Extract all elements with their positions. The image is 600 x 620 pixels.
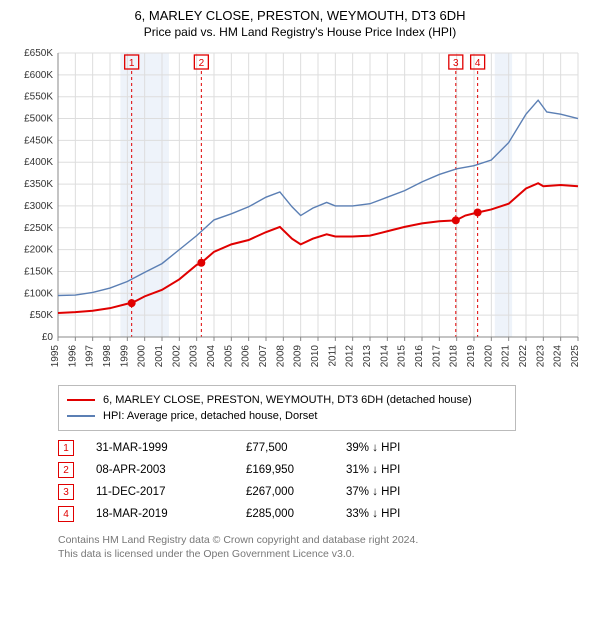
y-tick-label: £100K bbox=[24, 288, 53, 299]
y-tick-label: £350K bbox=[24, 179, 53, 190]
sales-price: £77,500 bbox=[246, 442, 346, 454]
title-line-2: Price paid vs. HM Land Registry's House … bbox=[10, 25, 590, 39]
x-tick-label: 2010 bbox=[310, 345, 321, 368]
x-tick-label: 2021 bbox=[501, 345, 512, 368]
x-tick-label: 2024 bbox=[553, 345, 564, 368]
event-marker-number: 3 bbox=[453, 58, 459, 69]
y-tick-label: £200K bbox=[24, 245, 53, 256]
footer-line-2: This data is licensed under the Open Gov… bbox=[58, 547, 590, 561]
sales-row: 2 08-APR-2003£169,95031% ↓ HPI bbox=[58, 459, 590, 481]
sales-marker-box: 4 bbox=[58, 506, 74, 522]
event-marker-number: 2 bbox=[199, 58, 205, 69]
sale-marker bbox=[474, 208, 482, 216]
footer: Contains HM Land Registry data © Crown c… bbox=[58, 533, 590, 561]
x-tick-label: 2022 bbox=[518, 345, 529, 368]
x-tick-label: 2007 bbox=[258, 345, 269, 368]
x-tick-label: 2018 bbox=[449, 345, 460, 368]
legend-label: 6, MARLEY CLOSE, PRESTON, WEYMOUTH, DT3 … bbox=[103, 394, 472, 406]
chart-container: 6, MARLEY CLOSE, PRESTON, WEYMOUTH, DT3 … bbox=[0, 0, 600, 569]
y-tick-label: £250K bbox=[24, 223, 53, 234]
sales-diff: 33% ↓ HPI bbox=[346, 508, 466, 520]
sales-price: £169,950 bbox=[246, 464, 346, 476]
x-tick-label: 2025 bbox=[570, 345, 581, 368]
chart: £0 £50K £100K £150K £200K £250K £300K £350K £400… bbox=[10, 47, 590, 377]
x-tick-label: 1997 bbox=[85, 345, 96, 368]
x-tick-label: 2011 bbox=[327, 345, 338, 367]
legend-swatch bbox=[67, 399, 95, 401]
y-tick-label: £450K bbox=[24, 135, 53, 146]
sales-diff: 39% ↓ HPI bbox=[346, 442, 466, 454]
x-tick-label: 2015 bbox=[397, 345, 408, 368]
x-tick-label: 2023 bbox=[535, 345, 546, 368]
sale-marker bbox=[128, 299, 136, 307]
sales-date: 11-DEC-2017 bbox=[96, 486, 246, 498]
y-tick-label: £400K bbox=[24, 157, 53, 168]
sales-row: 3 11-DEC-2017£267,00037% ↓ HPI bbox=[58, 481, 590, 503]
event-marker-number: 4 bbox=[475, 58, 481, 69]
y-tick-label: £300K bbox=[24, 201, 53, 212]
footer-line-1: Contains HM Land Registry data © Crown c… bbox=[58, 533, 590, 547]
sales-price: £285,000 bbox=[246, 508, 346, 520]
y-tick-label: £500K bbox=[24, 114, 53, 125]
x-tick-label: 1996 bbox=[67, 345, 78, 368]
x-tick-label: 2001 bbox=[154, 345, 165, 368]
y-tick-label: £650K bbox=[24, 48, 53, 59]
y-tick-label: £600K bbox=[24, 70, 53, 81]
sales-row: 4 18-MAR-2019£285,00033% ↓ HPI bbox=[58, 503, 590, 525]
y-tick-label: £150K bbox=[24, 266, 53, 277]
x-tick-label: 2006 bbox=[241, 345, 252, 368]
line-chart-svg: £0 £50K £100K £150K £200K £250K £300K £350K £400… bbox=[10, 47, 590, 377]
x-tick-label: 1998 bbox=[102, 345, 113, 368]
sales-row: 1 31-MAR-1999£77,50039% ↓ HPI bbox=[58, 437, 590, 459]
legend-item: 6, MARLEY CLOSE, PRESTON, WEYMOUTH, DT3 … bbox=[67, 392, 507, 408]
x-tick-label: 2017 bbox=[431, 345, 442, 368]
sale-marker bbox=[452, 216, 460, 224]
x-tick-label: 2004 bbox=[206, 345, 217, 368]
x-tick-label: 2019 bbox=[466, 345, 477, 368]
x-tick-label: 2003 bbox=[189, 345, 200, 368]
sales-date: 18-MAR-2019 bbox=[96, 508, 246, 520]
y-tick-label: £50K bbox=[30, 310, 54, 321]
x-tick-label: 2020 bbox=[483, 345, 494, 368]
x-tick-label: 1995 bbox=[50, 345, 61, 368]
x-tick-label: 2013 bbox=[362, 345, 373, 368]
sales-diff: 31% ↓ HPI bbox=[346, 464, 466, 476]
sales-marker-box: 1 bbox=[58, 440, 74, 456]
sales-date: 08-APR-2003 bbox=[96, 464, 246, 476]
legend-label: HPI: Average price, detached house, Dors… bbox=[103, 410, 317, 422]
legend-item: HPI: Average price, detached house, Dors… bbox=[67, 408, 507, 424]
sales-diff: 37% ↓ HPI bbox=[346, 486, 466, 498]
legend: 6, MARLEY CLOSE, PRESTON, WEYMOUTH, DT3 … bbox=[58, 385, 516, 431]
sale-marker bbox=[197, 259, 205, 267]
x-tick-label: 2016 bbox=[414, 345, 425, 368]
x-tick-label: 2012 bbox=[345, 345, 356, 368]
sales-date: 31-MAR-1999 bbox=[96, 442, 246, 454]
event-marker-number: 1 bbox=[129, 58, 135, 69]
x-tick-label: 2014 bbox=[379, 345, 390, 368]
y-tick-label: £550K bbox=[24, 92, 53, 103]
shaded-band bbox=[495, 53, 512, 337]
y-tick-label: £0 bbox=[42, 332, 54, 343]
x-tick-label: 2000 bbox=[137, 345, 148, 368]
x-tick-label: 2002 bbox=[171, 345, 182, 368]
sales-marker-box: 2 bbox=[58, 462, 74, 478]
x-tick-label: 2009 bbox=[293, 345, 304, 368]
x-tick-label: 2008 bbox=[275, 345, 286, 368]
legend-swatch bbox=[67, 415, 95, 417]
titles: 6, MARLEY CLOSE, PRESTON, WEYMOUTH, DT3 … bbox=[10, 8, 590, 39]
sales-price: £267,000 bbox=[246, 486, 346, 498]
x-tick-label: 1999 bbox=[119, 345, 130, 368]
x-tick-label: 2005 bbox=[223, 345, 234, 368]
sales-table: 1 31-MAR-1999£77,50039% ↓ HPI 2 08-APR-2003… bbox=[58, 437, 590, 525]
sales-marker-box: 3 bbox=[58, 484, 74, 500]
title-line-1: 6, MARLEY CLOSE, PRESTON, WEYMOUTH, DT3 … bbox=[10, 8, 590, 23]
